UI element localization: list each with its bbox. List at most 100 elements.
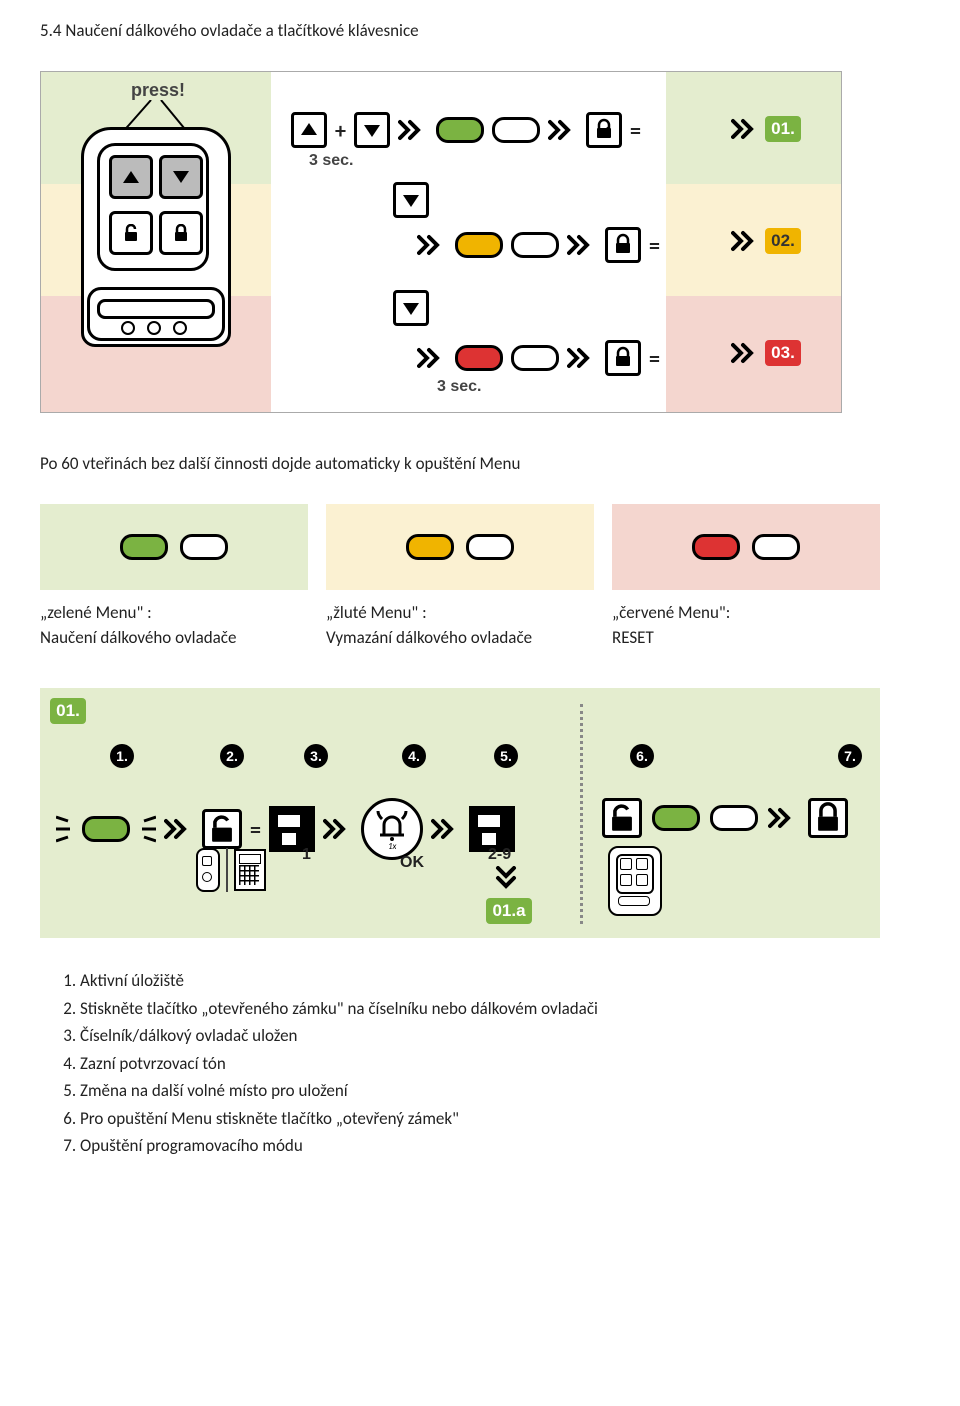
- blink-icon: [56, 811, 74, 847]
- down-button-icon: [393, 182, 429, 218]
- separator: [226, 848, 228, 892]
- remote-btn-lock: [159, 211, 203, 255]
- equals-icon: =: [250, 816, 261, 843]
- sub-badge: 01.a: [486, 898, 532, 924]
- unlock-icon: [202, 809, 242, 849]
- down-button-icon: [393, 290, 429, 326]
- press-label: press!: [131, 80, 185, 101]
- menu-yellow-desc: Vymazání dálkového ovladače: [326, 627, 594, 648]
- list-item: Stiskněte tlačítko „otevřeného zámku" na…: [80, 996, 920, 1022]
- list-item: Číselník/dálkový ovladač uložen: [80, 1023, 920, 1049]
- step-7-num: 7.: [838, 744, 862, 768]
- badge-03: 03.: [765, 340, 801, 366]
- step-3-num: 3.: [304, 744, 328, 768]
- lock-confirm-button-icon: [605, 227, 641, 263]
- list-item: Opuštění programovacího módu: [80, 1133, 920, 1159]
- steps-list: Aktivní úložiště Stiskněte tlačítko „ote…: [40, 968, 920, 1159]
- unlock-icon: [602, 798, 642, 838]
- chevron-icon: [731, 341, 761, 365]
- result-03: 03.: [731, 340, 801, 366]
- panel-badge: 01.: [50, 698, 86, 724]
- list-item: Aktivní úložiště: [80, 968, 920, 994]
- row-2-sequence: =: [417, 227, 660, 263]
- led-off-icon: [710, 805, 758, 831]
- led-yellow-icon: [455, 232, 503, 258]
- led-green-icon: [652, 805, 700, 831]
- led-green-icon: [120, 534, 168, 560]
- led-green-icon: [436, 117, 484, 143]
- list-item: Změna na další volné místo pro uložení: [80, 1078, 920, 1104]
- blink-icon: [138, 811, 156, 847]
- devices-icons: [196, 848, 266, 892]
- menu-green-desc: Naučení dálkového ovladače: [40, 627, 308, 648]
- menu-yellow-card: [326, 504, 594, 590]
- led-off-icon: [511, 345, 559, 371]
- lock-confirm-button-icon: [586, 112, 622, 148]
- result-01: 01.: [731, 116, 801, 142]
- menu-green-card: [40, 504, 308, 590]
- badge-02: 02.: [765, 228, 801, 254]
- led-green-icon: [82, 816, 130, 842]
- led-red-icon: [692, 534, 740, 560]
- svg-text:1x: 1x: [388, 841, 397, 852]
- led-off-icon: [492, 117, 540, 143]
- equals-icon: =: [649, 232, 660, 259]
- list-item: Pro opuštění Menu stiskněte tlačítko „ot…: [80, 1106, 920, 1132]
- keypad-icon: [234, 849, 266, 891]
- flow-right: [602, 798, 848, 838]
- chevron-icon: [731, 117, 761, 141]
- step-4-num: 4.: [402, 744, 426, 768]
- equals-icon: =: [630, 117, 641, 144]
- led-off-icon: [466, 534, 514, 560]
- menu-red-desc: RESET: [612, 627, 880, 648]
- menu-entry-diagram: press! +: [40, 71, 842, 413]
- plus-icon: +: [335, 117, 346, 144]
- menu-red-card: [612, 504, 880, 590]
- menu-yellow-title: „žluté Menu" :: [326, 602, 594, 623]
- three-sec-label: 3 sec.: [309, 152, 353, 170]
- row-2-down: [393, 182, 429, 218]
- led-red-icon: [455, 345, 503, 371]
- chevron-icon: [417, 233, 447, 257]
- chevron-icon: [323, 817, 353, 841]
- chevron-icon: [548, 118, 578, 142]
- remote-illustration: [81, 127, 231, 347]
- down-button-icon: [354, 112, 390, 148]
- result-02: 02.: [731, 228, 801, 254]
- led-off-icon: [180, 534, 228, 560]
- row-3-sequence: =: [417, 340, 660, 376]
- lock-icon: [808, 798, 848, 838]
- chevron-icon: [431, 817, 461, 841]
- menu-yellow-col: „žluté Menu" : Vymazání dálkového ovlada…: [326, 504, 594, 648]
- save-1-label: 1: [302, 846, 311, 864]
- dotted-divider: [580, 704, 583, 924]
- row-1-sequence: + =: [291, 112, 641, 148]
- fob-icon: [196, 848, 220, 892]
- row-3-down: [393, 290, 429, 326]
- lock-confirm-button-icon: [605, 340, 641, 376]
- green-process-panel: 01. 1. 2. 3. 4. 5. 6. 7. = 1x 1 OK 2-9: [40, 688, 880, 938]
- chevron-icon: [567, 233, 597, 257]
- list-item: Zazní potvrzovací tón: [80, 1051, 920, 1077]
- chevron-icon: [417, 346, 447, 370]
- step-1-num: 1.: [110, 744, 134, 768]
- three-sec-label: 3 sec.: [437, 378, 481, 396]
- equals-icon: =: [649, 345, 660, 372]
- up-button-icon: [291, 112, 327, 148]
- menu-red-col: „červené Menu": RESET: [612, 504, 880, 648]
- chevron-icon: [768, 806, 798, 830]
- save-29-label: 2-9: [488, 846, 511, 864]
- step-2-num: 2.: [220, 744, 244, 768]
- led-yellow-icon: [406, 534, 454, 560]
- chevron-icon: [398, 118, 428, 142]
- section-title: 5.4 Naučení dálkového ovladače a tlačítk…: [40, 20, 920, 41]
- led-off-icon: [752, 534, 800, 560]
- remote-btn-unlock: [109, 211, 153, 255]
- chevron-icon: [164, 817, 194, 841]
- ok-label: OK: [400, 854, 424, 872]
- led-off-icon: [511, 232, 559, 258]
- step-6-num: 6.: [630, 744, 654, 768]
- remote-mini-icon: [608, 846, 662, 916]
- remote-btn-up: [109, 155, 153, 199]
- menu-green-title: „zelené Menu" :: [40, 602, 308, 623]
